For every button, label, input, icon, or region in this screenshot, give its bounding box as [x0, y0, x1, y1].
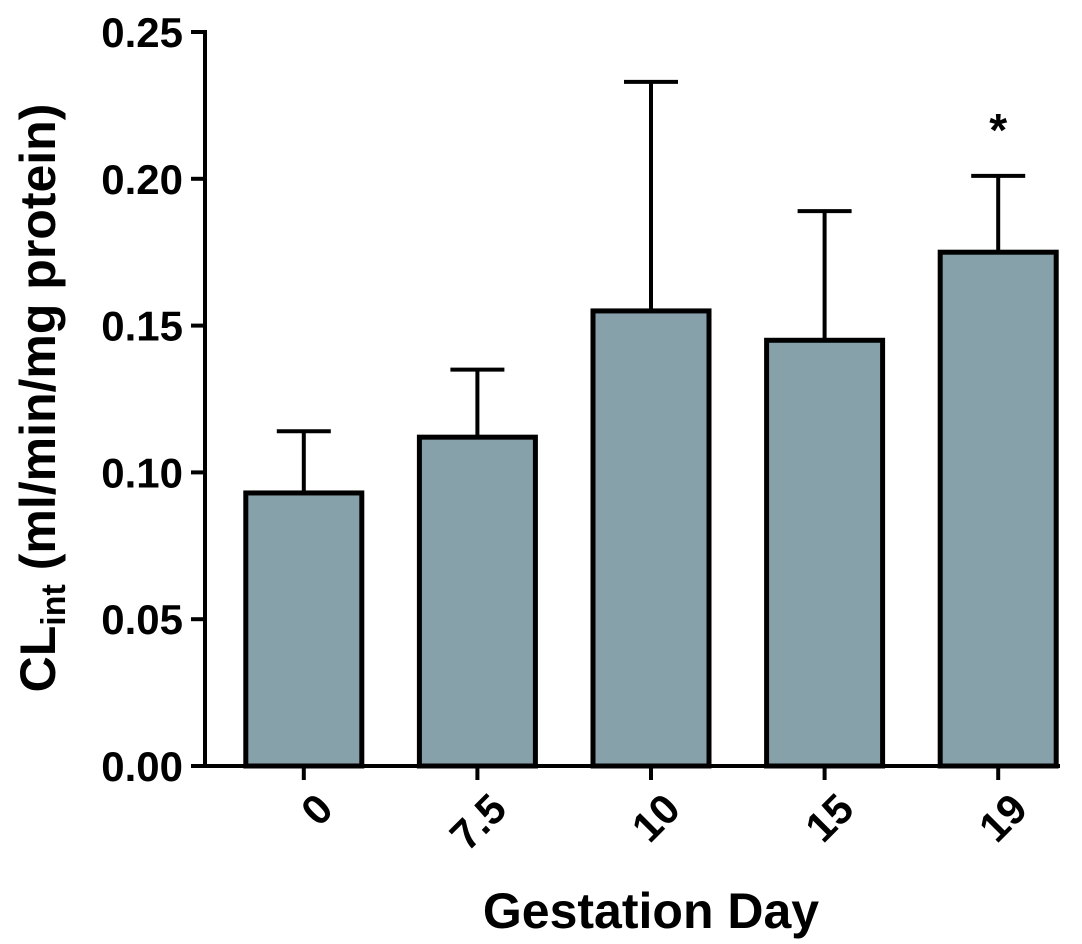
y-tick-label: 0.10 [101, 449, 183, 496]
y-axis-title-main: CL [10, 626, 66, 693]
x-ticks: 0 7.5 10 15 19 [292, 766, 1036, 859]
x-tick-label: 7.5 [441, 785, 516, 860]
x-axis-title: Gestation Day [483, 883, 819, 939]
y-tick-label: 0.20 [101, 156, 183, 203]
significance-marker: * [989, 104, 1007, 156]
x-tick-label: 15 [796, 785, 862, 851]
annotations: * [989, 104, 1007, 156]
y-axis-title: CLint (ml/min/mg protein) [10, 104, 73, 693]
x-tick-label: 10 [623, 785, 689, 851]
axes-layer [203, 30, 1060, 768]
bar [937, 249, 1059, 769]
bar [243, 490, 365, 769]
y-tick-label: 0.25 [101, 9, 183, 56]
bar [764, 337, 886, 769]
x-tick-label: 19 [970, 785, 1036, 851]
bar [416, 434, 538, 769]
y-tick-label: 0.05 [101, 596, 183, 643]
y-tick-label: 0.00 [101, 743, 183, 790]
bar [590, 308, 712, 769]
y-axis-title-subscript: int [35, 584, 73, 626]
bars-layer [243, 249, 1059, 769]
y-ticks: 0.00 0.05 0.10 0.15 0.20 0.25 [101, 9, 205, 790]
y-axis-title-units: (ml/min/mg protein) [10, 104, 66, 585]
y-tick-label: 0.15 [101, 303, 183, 350]
error-bars-layer [276, 79, 1026, 493]
x-tick-label: 0 [292, 785, 342, 835]
